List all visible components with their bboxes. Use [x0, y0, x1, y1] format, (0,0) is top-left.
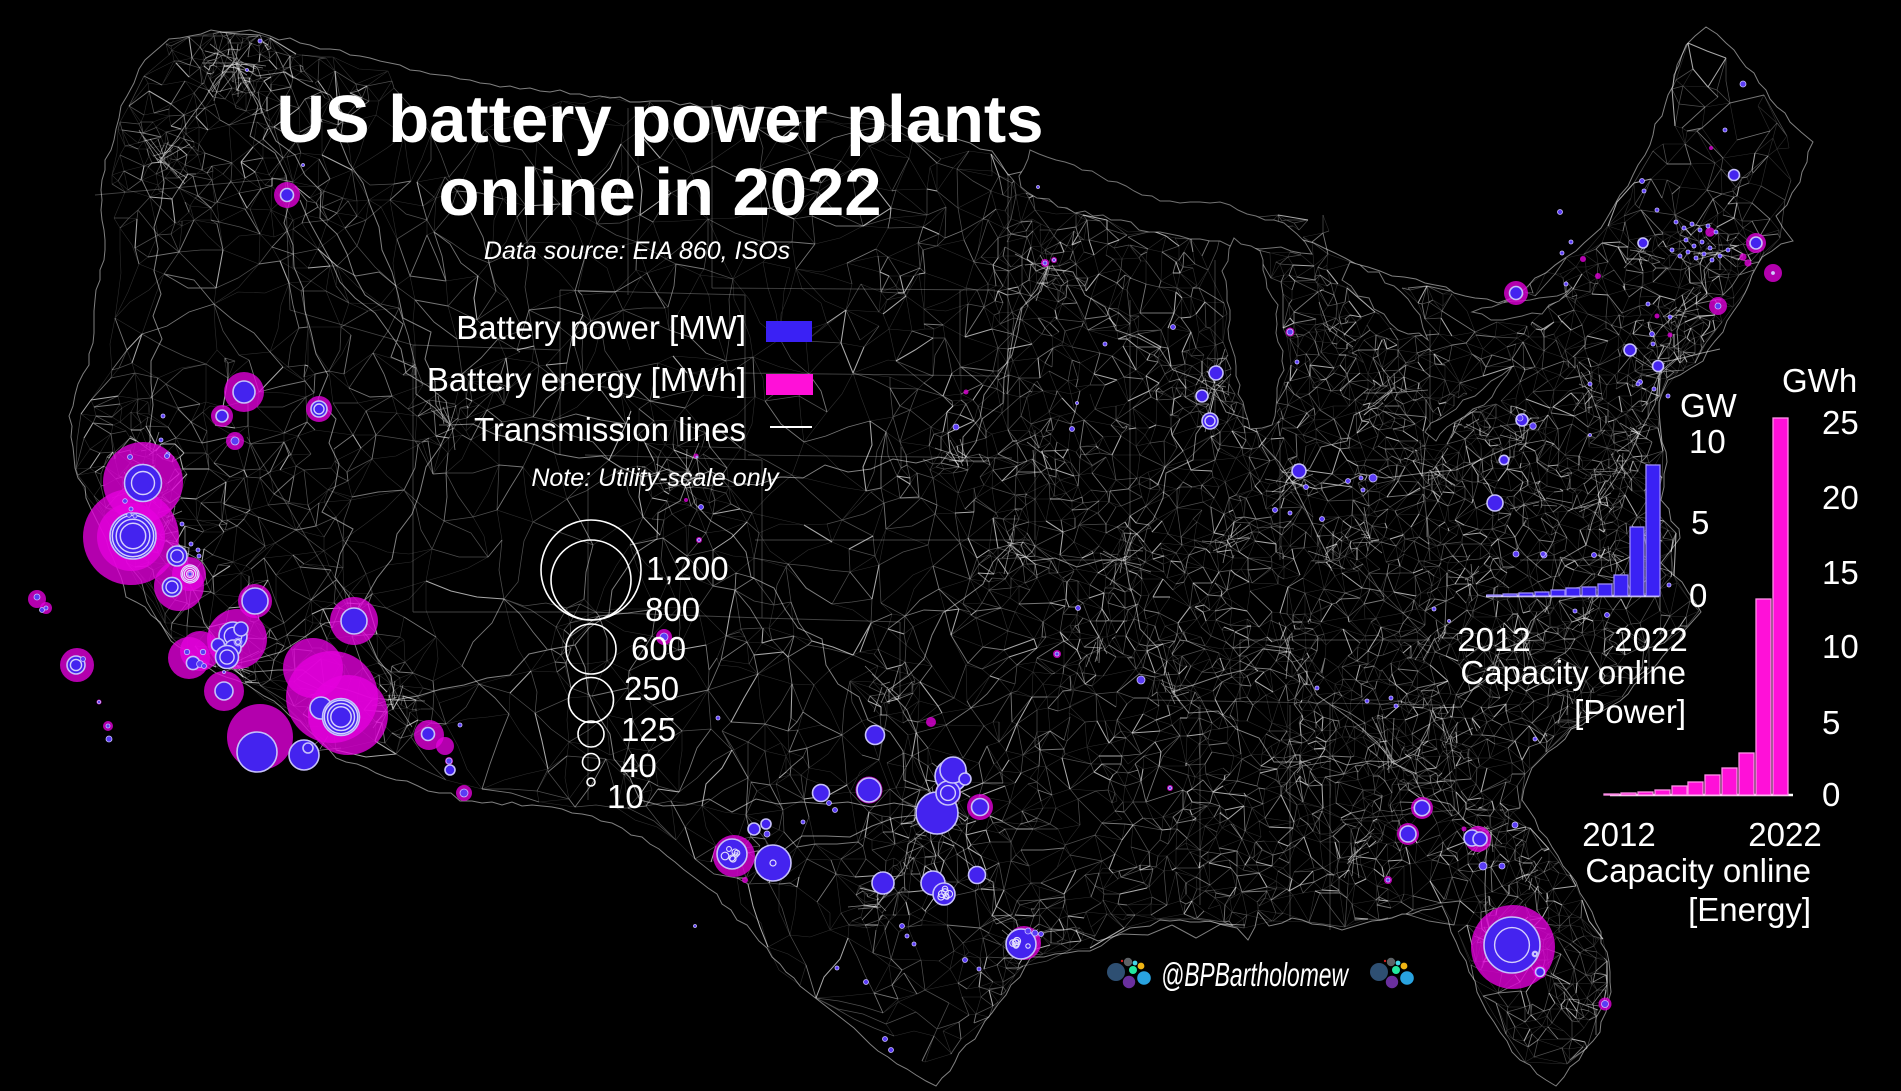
- svg-text:600: 600: [631, 630, 686, 667]
- svg-text:Capacity online: Capacity online: [1460, 654, 1686, 691]
- svg-text:5: 5: [1691, 504, 1709, 541]
- svg-text:GWh: GWh: [1782, 362, 1857, 399]
- svg-text:Battery energy [MWh]: Battery energy [MWh]: [427, 361, 746, 398]
- svg-text:Transmission lines: Transmission lines: [474, 411, 746, 448]
- svg-text:1,200: 1,200: [646, 550, 729, 587]
- svg-text:0: 0: [1822, 776, 1840, 813]
- svg-text:5: 5: [1822, 704, 1840, 741]
- svg-text:250: 250: [624, 670, 679, 707]
- svg-text:US battery power plants: US battery power plants: [277, 82, 1044, 157]
- svg-text:20: 20: [1822, 479, 1859, 516]
- svg-text:Note: Utility-scale only: Note: Utility-scale only: [531, 464, 780, 492]
- svg-text:10: 10: [1822, 628, 1859, 665]
- svg-text:[Energy]: [Energy]: [1688, 891, 1811, 928]
- svg-text:0: 0: [1689, 577, 1707, 614]
- svg-text:10: 10: [1689, 423, 1726, 460]
- svg-text:online in 2022: online in 2022: [438, 155, 881, 230]
- svg-text:Capacity online: Capacity online: [1585, 852, 1811, 889]
- svg-text:40: 40: [620, 747, 657, 784]
- svg-text:GW: GW: [1680, 387, 1738, 424]
- svg-text:2022: 2022: [1748, 816, 1821, 853]
- svg-text:[Power]: [Power]: [1574, 693, 1686, 730]
- svg-text:125: 125: [621, 711, 676, 748]
- svg-text:2012: 2012: [1457, 621, 1530, 658]
- svg-text:Battery power [MW]: Battery power [MW]: [456, 309, 746, 346]
- svg-text:Data source: EIA 860, ISOs: Data source: EIA 860, ISOs: [484, 237, 790, 265]
- svg-text:25: 25: [1822, 404, 1859, 441]
- svg-text:@BPBartholomew: @BPBartholomew: [1161, 956, 1349, 993]
- svg-text:800: 800: [645, 591, 700, 628]
- svg-text:2012: 2012: [1582, 816, 1655, 853]
- svg-text:15: 15: [1822, 554, 1859, 591]
- svg-text:2022: 2022: [1614, 621, 1687, 658]
- svg-text:10: 10: [607, 778, 644, 815]
